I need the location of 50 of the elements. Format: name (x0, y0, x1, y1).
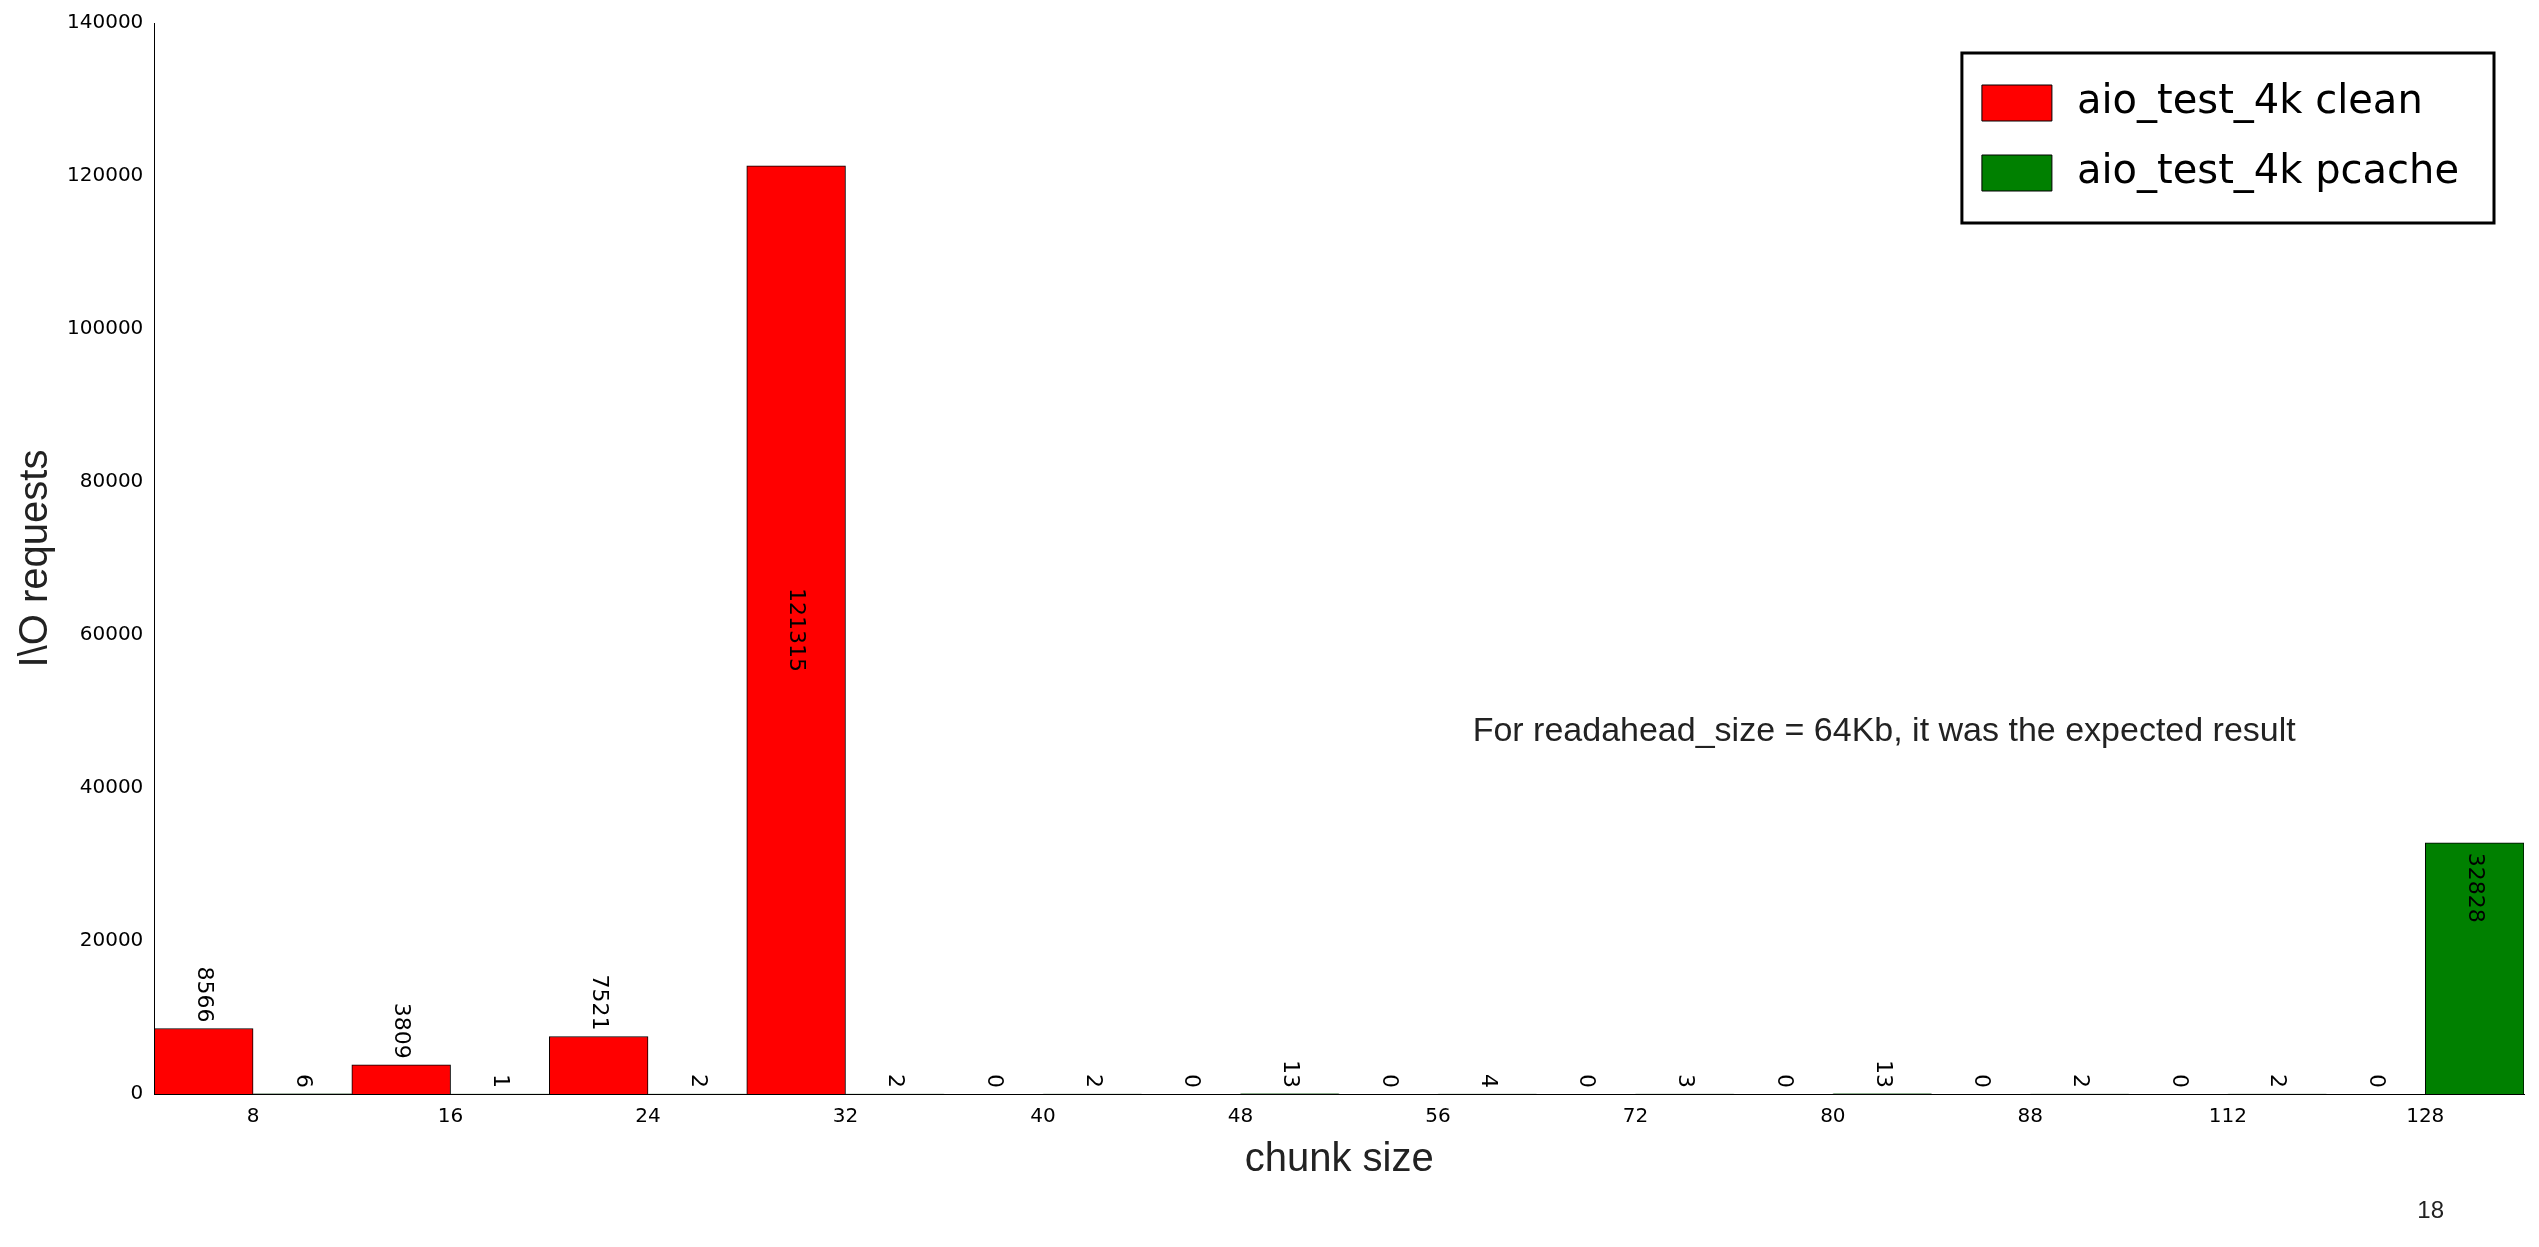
data-label: 8566 (193, 966, 218, 1023)
x-tick-label: 72 (1622, 1103, 1649, 1128)
data-label: 3809 (390, 1002, 416, 1059)
legend-label: aio_test_4k clean (2076, 76, 2423, 124)
data-label: 13 (1279, 1059, 1305, 1088)
data-label: 121315 (785, 587, 811, 672)
x-tick-label: 16 (437, 1103, 464, 1128)
y-tick-label: 140000 (66, 9, 144, 34)
x-tick-label: 88 (2017, 1103, 2044, 1128)
y-tick-label: 120000 (66, 162, 144, 187)
data-label: 0 (1377, 1074, 1403, 1088)
data-label: 3 (1674, 1073, 1700, 1088)
x-tick-label: 56 (1425, 1103, 1451, 1128)
data-label: 1 (489, 1073, 515, 1088)
y-tick-label: 0 (130, 1080, 144, 1105)
y-tick-label: 20000 (79, 927, 144, 952)
data-label: 2 (1081, 1073, 1107, 1088)
data-label: 0 (1970, 1074, 1996, 1088)
x-tick-label: 80 (1820, 1103, 1846, 1128)
data-label: 32828 (2463, 852, 2489, 923)
x-tick-label: 8 (246, 1103, 260, 1128)
data-label: 0 (982, 1074, 1008, 1088)
data-label: 4 (1476, 1073, 1502, 1088)
x-tick-label: 112 (2208, 1103, 2247, 1128)
data-label: 6 (291, 1073, 317, 1088)
data-label: 0 (1180, 1074, 1206, 1088)
data-label: 2 (686, 1073, 712, 1088)
data-label: 0 (1575, 1074, 1601, 1088)
x-tick-label: 128 (2406, 1103, 2445, 1128)
data-label: 13 (1871, 1059, 1897, 1088)
y-tick-label: 40000 (79, 774, 144, 799)
x-tick-label: 40 (1030, 1103, 1056, 1128)
y-axis-title: I\O requests (11, 449, 56, 668)
y-tick-label: 100000 (66, 315, 144, 340)
data-label: 0 (1772, 1074, 1798, 1088)
text: 18 (2417, 1196, 2444, 1223)
x-tick-label: 48 (1227, 1103, 1254, 1128)
data-label: 7521 (587, 974, 613, 1031)
y-tick-label: 80000 (79, 468, 144, 493)
x-axis-title: chunk size (1244, 1135, 1434, 1180)
data-label: 2 (884, 1073, 910, 1088)
x-tick-label: 24 (635, 1103, 661, 1128)
x-tick-label: 32 (832, 1103, 859, 1128)
y-tick-label: 60000 (79, 621, 144, 646)
data-label: 2 (2266, 1073, 2292, 1088)
data-label: 0 (2167, 1074, 2193, 1088)
annotation: For readahead_size = 64Kb, it was the expected result (1472, 709, 2297, 748)
data-label: 2 (2068, 1073, 2094, 1088)
legend-label: aio_test_4k pcache (2076, 146, 2459, 194)
data-label: 0 (2365, 1074, 2391, 1088)
